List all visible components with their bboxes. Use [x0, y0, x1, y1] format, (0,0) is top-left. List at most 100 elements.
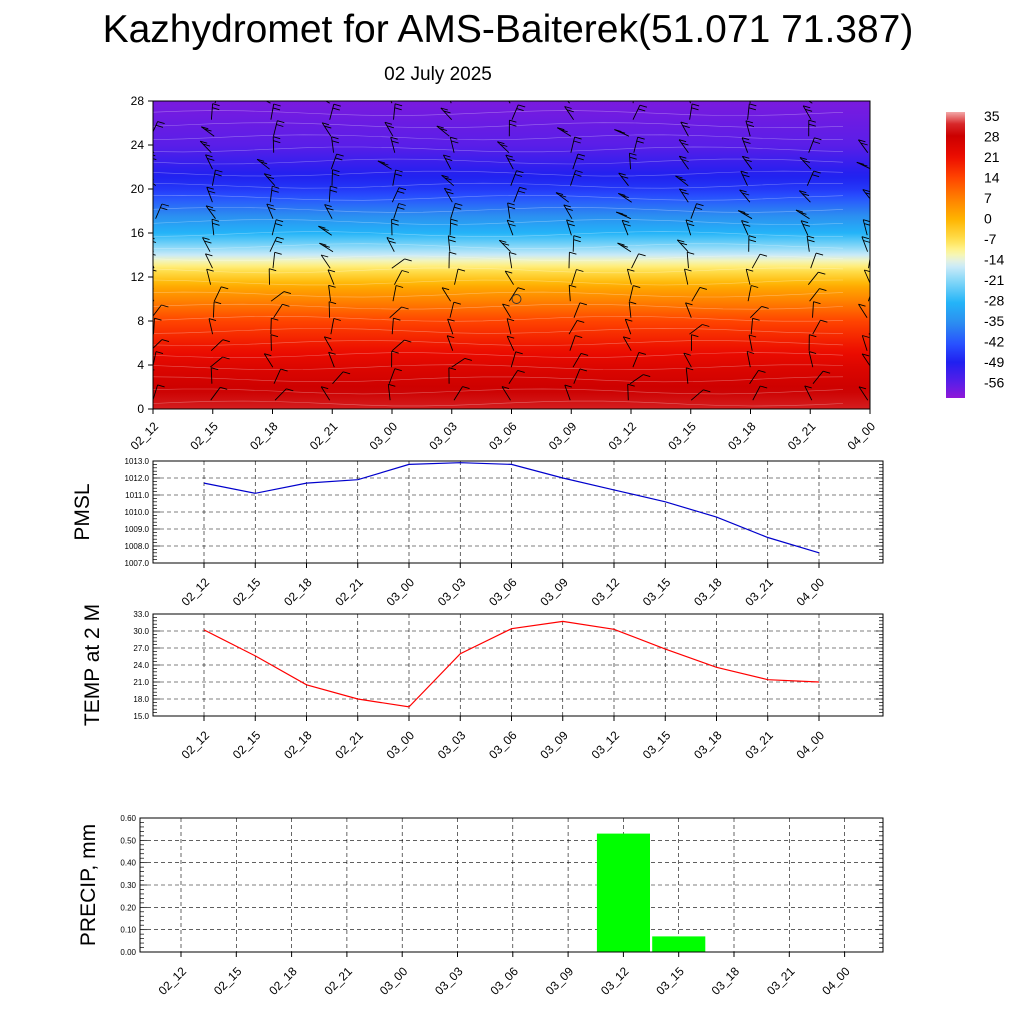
wind-barb-flag — [440, 107, 448, 111]
wind-barb-flag — [638, 108, 646, 112]
wind-barb-flag — [161, 339, 170, 343]
wind-barb — [806, 170, 815, 186]
wind-barb-flag — [871, 120, 878, 122]
contour-line — [153, 267, 844, 274]
wind-barb-flag — [404, 339, 412, 343]
wind-barb-flag — [566, 109, 574, 113]
wind-barb-flag — [557, 127, 565, 131]
wind-barb — [626, 269, 632, 285]
wind-barb — [510, 170, 517, 186]
wind-barb-flag — [619, 213, 627, 217]
chart-title: Kazhydromet for AMS-Baiterek(51.071 71.3… — [102, 8, 914, 51]
wind-barb-flag — [811, 174, 820, 178]
wind-barb — [265, 101, 271, 104]
wind-barb-flag — [322, 122, 330, 126]
wind-barb — [748, 334, 753, 351]
wind-barb — [329, 104, 335, 120]
wind-barb-flag — [447, 92, 454, 94]
wind-barb — [271, 219, 277, 236]
wind-barb — [680, 121, 689, 137]
x-tick-label: 03_03 — [435, 575, 469, 609]
wind-barb-flag — [750, 87, 757, 89]
contour-line — [153, 243, 844, 250]
wind-barb — [447, 318, 454, 335]
wind-barb — [513, 187, 521, 203]
wind-barb — [147, 368, 150, 384]
wind-barb-flag — [398, 203, 406, 206]
wind-barb — [795, 209, 810, 220]
wind-barb — [440, 107, 453, 121]
wind-barb-flag — [391, 222, 399, 226]
wind-barb-flag — [324, 336, 332, 340]
wind-barb-flag — [155, 351, 164, 355]
wind-barb — [506, 318, 512, 335]
wind-barb-flag — [282, 303, 290, 307]
wind-barb-flag — [802, 159, 810, 163]
contour-line — [153, 134, 843, 141]
wind-barb — [804, 385, 813, 401]
wind-barb-flag — [398, 187, 407, 191]
wind-barb-flag — [146, 191, 153, 193]
wind-barb-flag — [273, 136, 281, 140]
wind-barb-flag — [634, 91, 641, 93]
colorbar-label: 28 — [984, 129, 1000, 145]
wind-barb-flag — [621, 175, 629, 179]
wind-barb — [441, 287, 451, 302]
wind-barb-flag — [864, 223, 870, 226]
wind-barb — [210, 367, 213, 384]
x-tick-label: 03_15 — [640, 575, 674, 609]
wind-barb-flag — [505, 154, 513, 158]
wind-barb-flag — [324, 125, 332, 129]
wind-barb-flag — [681, 142, 689, 146]
wind-barb-flag — [204, 128, 212, 132]
wind-barb — [873, 88, 877, 103]
wind-barb-flag — [799, 157, 808, 160]
wind-barb — [871, 170, 872, 186]
wind-barb — [570, 170, 577, 186]
wind-barbs — [146, 87, 878, 401]
wind-barb-flag — [579, 368, 588, 372]
wind-barb — [624, 319, 632, 335]
wind-barb-flag — [580, 352, 589, 356]
wind-barb — [273, 368, 282, 384]
wind-barb — [741, 220, 749, 236]
wind-barb — [328, 285, 332, 302]
wind-barb — [633, 137, 639, 153]
wind-barb — [568, 285, 571, 302]
wind-barb-flag — [633, 285, 641, 289]
heatmap-x-tick-label: 03_21 — [785, 419, 819, 453]
wind-barb — [387, 384, 391, 401]
wind-barb-flag — [743, 223, 751, 227]
wind-barb-flag — [858, 303, 866, 307]
wind-barb — [505, 154, 514, 170]
x-tick-label: 03_06 — [486, 575, 520, 609]
wind-barb-flag — [871, 174, 878, 176]
y-tick-label: 15.0 — [133, 712, 149, 721]
wind-barb-flag — [677, 239, 685, 243]
wind-barb-flag — [806, 235, 815, 239]
wind-barb-flag — [620, 244, 628, 248]
wind-barb-flag — [871, 207, 878, 209]
wind-barb-flag — [500, 144, 508, 147]
wind-barb-flag — [505, 270, 513, 274]
wind-barb — [153, 150, 155, 153]
colorbar — [946, 112, 965, 398]
wind-barb — [808, 137, 815, 153]
wind-barb — [270, 103, 275, 120]
series-line — [203, 462, 820, 554]
wind-barb-flag — [679, 242, 688, 246]
wind-barb-flag — [638, 253, 646, 257]
panel-y-label: PRECIP, mm — [77, 824, 100, 946]
wind-barb-flag — [684, 268, 692, 272]
wind-barb — [320, 254, 331, 269]
wind-barb-flag — [208, 190, 216, 194]
wind-barb-flag — [384, 121, 393, 125]
y-tick-label: 30.0 — [133, 627, 149, 636]
wind-barb-flag — [574, 173, 582, 177]
wind-barb — [331, 136, 335, 153]
wind-barb-flag — [616, 211, 624, 215]
wind-barb-flag — [276, 236, 284, 240]
wind-barb-flag — [507, 335, 515, 339]
wind-barb-flag — [205, 154, 213, 158]
y-tick-label: 33.0 — [133, 610, 149, 619]
